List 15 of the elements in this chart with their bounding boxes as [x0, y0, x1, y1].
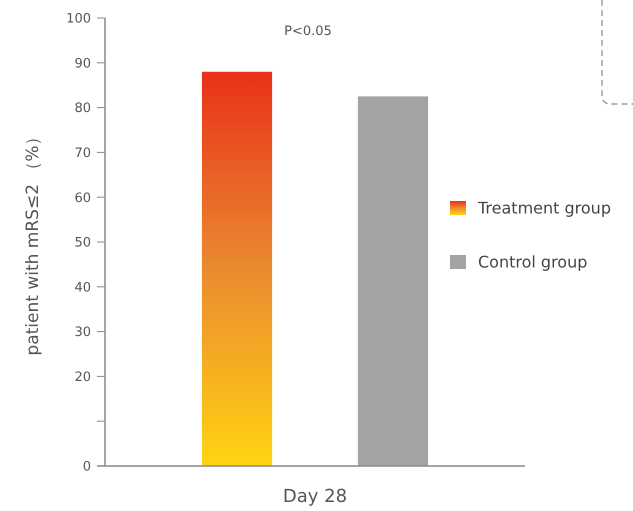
y-tick-label: 70 [74, 146, 91, 161]
y-tick-label: 80 [74, 101, 91, 116]
y-tick-label: 100 [66, 12, 91, 27]
annotation: P<0.05 [284, 24, 332, 39]
y-tick-label: 20 [74, 370, 91, 385]
y-tick-label: 50 [74, 236, 91, 251]
legend-label: Treatment group [477, 198, 611, 218]
y-axis-title: patient with mRS≤2 （%） [23, 128, 43, 356]
y-tick-label: 40 [74, 280, 91, 296]
y-tick-label: 90 [74, 56, 91, 72]
y-tick-label: 30 [74, 325, 91, 340]
y-tick-label: 0 [82, 460, 91, 475]
x-tick-label: Day 28 [282, 486, 348, 507]
y-tick-label: 60 [74, 190, 91, 206]
legend-label: Control group [478, 252, 588, 272]
